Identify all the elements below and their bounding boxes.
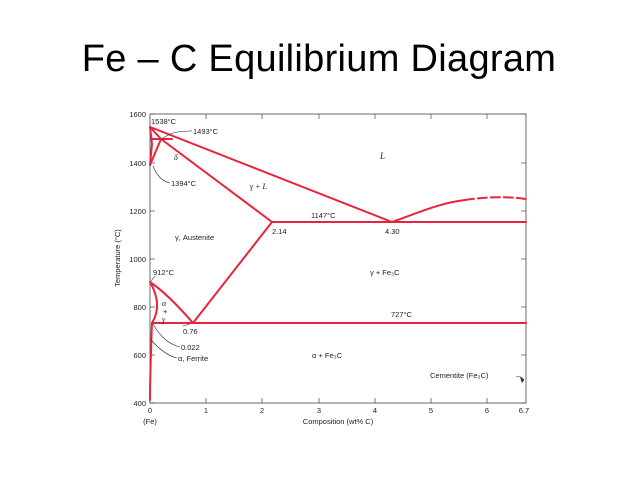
acm-line <box>192 221 273 324</box>
leader-912 <box>150 275 156 282</box>
label-alpha-gamma-3: γ <box>162 315 166 324</box>
leader-cementite <box>515 376 525 381</box>
label-gamma-fe3c: γ + Fe₃C <box>370 268 400 277</box>
liquidus-fe3c-dashed <box>464 196 527 201</box>
x-tick-6-7: 6.7 <box>519 406 529 415</box>
y-tick-1200: 1200 <box>129 207 146 216</box>
leader-076 <box>182 323 191 327</box>
x-tick-4: 4 <box>373 406 377 415</box>
label-alpha-gamma-2: + <box>163 307 168 316</box>
delta-boundary <box>149 126 153 166</box>
x-tick-6: 6 <box>485 406 489 415</box>
x-tick-2: 2 <box>260 406 264 415</box>
liquidus-line <box>149 126 393 223</box>
label-0022: 0.022 <box>181 343 200 352</box>
x-origin-label: (Fe) <box>143 417 157 426</box>
delta-gamma-line <box>149 138 162 166</box>
liquidus-fe3c-line <box>391 199 466 223</box>
delta-liquid-line <box>149 126 162 140</box>
label-liquid: L <box>379 151 385 161</box>
cementite-arrowhead <box>520 377 524 383</box>
alpha-gamma-boundary <box>149 281 158 324</box>
ferrite-solvus <box>149 322 153 401</box>
y-tick-400: 400 <box>133 399 146 408</box>
leader-1493 <box>161 130 193 140</box>
label-727: 727°C <box>391 310 413 319</box>
label-214: 2.14 <box>272 227 287 236</box>
label-leaders <box>150 130 525 383</box>
label-1493: 1493°C <box>193 127 219 136</box>
x-tick-5: 5 <box>429 406 433 415</box>
label-1538: 1538°C <box>151 117 177 126</box>
label-1147: 1147°C <box>311 211 336 220</box>
slide-title: Fe – C Equilibrium Diagram <box>81 38 557 80</box>
y-tick-1600: 1600 <box>129 110 146 119</box>
phase-boundaries <box>149 126 527 401</box>
leader-1394 <box>152 165 171 184</box>
leader-0022 <box>152 323 181 348</box>
y-tick-800: 800 <box>133 303 146 312</box>
solidus-line <box>160 138 273 223</box>
label-cementite: Cementite (Fe₃C) <box>430 371 489 380</box>
label-austenite: γ, Austenite <box>175 233 214 242</box>
label-ferrite: α, Ferrite <box>178 354 208 363</box>
y-axis-label: Temperature (°C) <box>113 229 122 287</box>
y-tick-1000: 1000 <box>129 255 146 264</box>
x-axis-label: Composition (wt% C) <box>303 417 374 426</box>
label-alpha-gamma-1: α <box>162 299 167 308</box>
label-1394: 1394°C <box>171 179 197 188</box>
label-912: 912°C <box>153 268 175 277</box>
label-076: 0.76 <box>183 327 198 336</box>
y-tick-1400: 1400 <box>129 159 146 168</box>
x-tick-3: 3 <box>317 406 321 415</box>
y-tick-600: 600 <box>133 351 146 360</box>
label-gamma-l: γ + L <box>250 182 268 191</box>
plot-frame <box>149 113 527 404</box>
label-430: 4.30 <box>385 227 400 236</box>
leader-ferrite <box>150 339 178 359</box>
x-tick-1: 1 <box>204 406 208 415</box>
a3-line <box>149 281 194 324</box>
label-alpha-fe3c: α + Fe₃C <box>312 351 343 360</box>
label-delta: δ <box>174 153 178 162</box>
x-tick-0: 0 <box>148 406 152 415</box>
